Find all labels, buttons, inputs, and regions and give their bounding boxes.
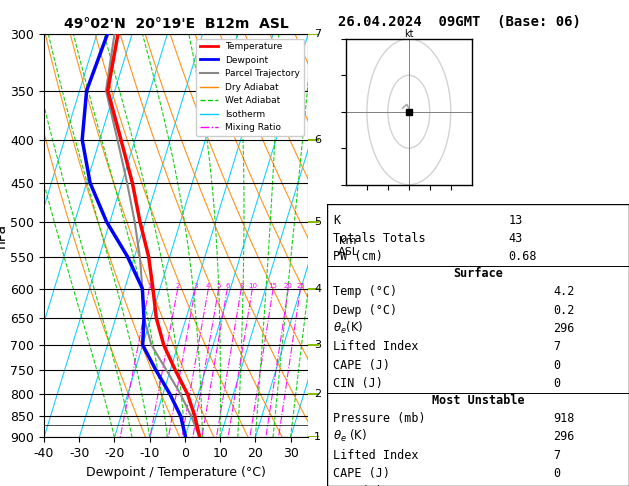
FancyBboxPatch shape: [327, 204, 629, 486]
Text: 43: 43: [508, 232, 523, 245]
Text: Most Unstable: Most Unstable: [431, 394, 525, 407]
Text: PW (cm): PW (cm): [333, 250, 383, 263]
Text: 6: 6: [314, 135, 321, 145]
Text: 7: 7: [314, 29, 321, 39]
Text: CIN (J): CIN (J): [333, 377, 383, 390]
Title: 49°02'N  20°19'E  B12m  ASL: 49°02'N 20°19'E B12m ASL: [64, 17, 289, 32]
X-axis label: Dewpoint / Temperature (°C): Dewpoint / Temperature (°C): [86, 466, 266, 479]
Text: Lifted Index: Lifted Index: [333, 340, 419, 353]
Y-axis label: km
ASL: km ASL: [337, 236, 359, 257]
Text: 15: 15: [269, 282, 277, 289]
Text: CAPE (J): CAPE (J): [333, 467, 390, 480]
Text: Pressure (mb): Pressure (mb): [333, 412, 426, 425]
Text: 25: 25: [296, 282, 305, 289]
Text: 13: 13: [508, 214, 523, 227]
Text: Surface: Surface: [453, 267, 503, 280]
Text: 5: 5: [314, 217, 321, 226]
Text: $\theta_e$ (K): $\theta_e$ (K): [333, 428, 367, 444]
Text: 4: 4: [314, 283, 321, 294]
Text: Lifted Index: Lifted Index: [333, 449, 419, 462]
Text: 0.2: 0.2: [554, 304, 575, 317]
Text: 0.68: 0.68: [508, 250, 537, 263]
Text: CAPE (J): CAPE (J): [333, 359, 390, 372]
Text: 7: 7: [554, 340, 560, 353]
Text: 3: 3: [193, 282, 198, 289]
Text: 2: 2: [175, 282, 180, 289]
Text: 6: 6: [225, 282, 230, 289]
Text: 8: 8: [239, 282, 243, 289]
Text: $\theta_e$(K): $\theta_e$(K): [333, 320, 364, 336]
Text: 1: 1: [314, 433, 321, 442]
Text: 26.04.2024  09GMT  (Base: 06): 26.04.2024 09GMT (Base: 06): [338, 15, 581, 29]
Text: Dewp (°C): Dewp (°C): [333, 304, 398, 317]
Text: 918: 918: [554, 412, 575, 425]
Text: 20: 20: [284, 282, 292, 289]
Text: 0: 0: [554, 359, 560, 372]
Text: 296: 296: [554, 430, 575, 443]
Text: 296: 296: [554, 322, 575, 335]
Text: 0: 0: [554, 467, 560, 480]
Text: K: K: [333, 214, 340, 227]
Legend: Temperature, Dewpoint, Parcel Trajectory, Dry Adiabat, Wet Adiabat, Isotherm, Mi: Temperature, Dewpoint, Parcel Trajectory…: [196, 38, 304, 136]
Text: 2: 2: [314, 389, 321, 399]
Text: 4.2: 4.2: [554, 285, 575, 298]
Text: 3: 3: [314, 340, 321, 350]
Text: Temp (°C): Temp (°C): [333, 285, 398, 298]
Text: 7: 7: [554, 449, 560, 462]
Text: 1: 1: [147, 282, 152, 289]
Text: Totals Totals: Totals Totals: [333, 232, 426, 245]
Text: 4: 4: [206, 282, 211, 289]
Text: 0: 0: [554, 377, 560, 390]
Y-axis label: hPa: hPa: [0, 223, 8, 248]
Text: 5: 5: [216, 282, 221, 289]
Text: 10: 10: [248, 282, 257, 289]
X-axis label: kt: kt: [404, 30, 414, 39]
